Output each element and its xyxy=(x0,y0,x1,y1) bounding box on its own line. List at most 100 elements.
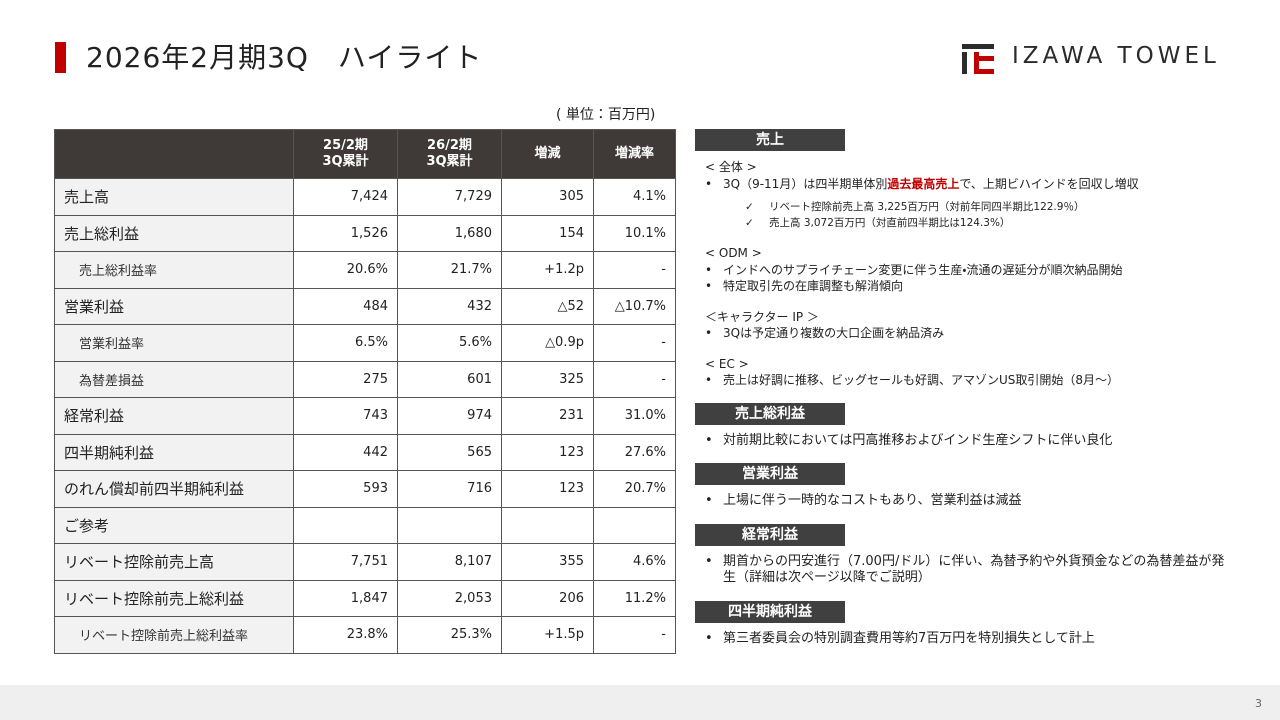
cell-value: 601 xyxy=(397,360,502,398)
results-table: 25/2期 3Q累計 26/2期 3Q累計 増減 増減率 売上高 7,424 7,729 305 4… xyxy=(54,129,676,654)
cell-value: 123 xyxy=(501,433,594,471)
row-label: 四半期純利益 xyxy=(54,433,294,471)
cell-value: 231 xyxy=(501,397,594,435)
cell-value xyxy=(501,506,594,544)
cell-value: 325 xyxy=(501,360,594,398)
check-item: 売上高 3,072百万円（対直前四半期比は124.3%） xyxy=(695,216,1235,232)
table-row: 売上高 7,424 7,729 305 4.1% xyxy=(54,178,676,216)
table-row: リベート控除前売上総利益 1,847 2,053 206 11.2% xyxy=(54,579,676,617)
table-row: ご参考 xyxy=(54,506,676,544)
highlights: 売上 < 全体 > 3Q（9-11月）は四半期単体別過去最高売上で、上期ビハインドを… xyxy=(695,129,1235,661)
cell-value: 442 xyxy=(293,433,398,471)
cell-value xyxy=(593,506,676,544)
page-number: 3 xyxy=(1255,697,1262,710)
row-label: リベート控除前売上高 xyxy=(54,543,294,581)
section-heading: 四半期純利益 xyxy=(695,600,845,623)
cell-value: 716 xyxy=(397,470,502,508)
title-accent xyxy=(55,42,66,73)
cell-value: 11.2% xyxy=(593,579,676,617)
cell-value: +1.5p xyxy=(501,616,594,654)
check-item: リベート控除前売上高 3,225百万円（対前年同四半期比122.9％） xyxy=(695,200,1235,216)
header-row: 25/2期 3Q累計 26/2期 3Q累計 増減 増減率 xyxy=(54,129,676,179)
cell-value: 275 xyxy=(293,360,398,398)
table-row: 売上総利益率 20.6% 21.7% +1.2p - xyxy=(54,251,676,289)
cell-value: 4.1% xyxy=(593,178,676,216)
row-label: 売上高 xyxy=(54,178,294,216)
cell-value: △0.9p xyxy=(501,324,594,362)
row-label: 経常利益 xyxy=(54,397,294,435)
group: < EC >売上は好調に推移、ビッグセールも好調、アマゾンUS取引開始（8月～） xyxy=(695,356,1235,389)
logo-text: IZAWA TOWEL xyxy=(1012,43,1220,69)
cell-value xyxy=(293,506,398,544)
bullet: 対前期比較においては円高推移およびインド生産シフトに伴い良化 xyxy=(695,433,1235,450)
cell-value: - xyxy=(593,251,676,289)
group: 対前期比較においては円高推移およびインド生産シフトに伴い良化 xyxy=(695,433,1235,450)
bullet: 上場に伴う一時的なコストもあり、営業利益は減益 xyxy=(695,493,1235,510)
row-label: のれん償却前四半期純利益 xyxy=(54,470,294,508)
group: 第三者委員会の特別調査費用等約7百万円を特別損失として計上 xyxy=(695,631,1235,648)
cell-value: 432 xyxy=(397,287,502,325)
table-row: 経常利益 743 974 231 31.0% xyxy=(54,397,676,435)
highlight-text: 過去最高売上 xyxy=(887,176,960,191)
cell-value: 7,424 xyxy=(293,178,398,216)
cell-value xyxy=(397,506,502,544)
unit-label: ( 単位：百万円) xyxy=(556,107,656,123)
section-heading: 売上 xyxy=(695,129,845,151)
bullet: 3Q（9-11月）は四半期単体別過去最高売上で、上期ビハインドを回収し増収 xyxy=(695,176,1235,193)
table-row: リベート控除前売上総利益率 23.8% 25.3% +1.5p - xyxy=(54,616,676,654)
group-label: < EC > xyxy=(705,356,749,371)
section-heading: 経常利益 xyxy=(695,523,845,546)
row-label: リベート控除前売上総利益 xyxy=(54,579,294,617)
cell-value: 355 xyxy=(501,543,594,581)
cell-value: 10.1% xyxy=(593,214,676,252)
row-label: リベート控除前売上総利益率 xyxy=(54,616,294,654)
footer xyxy=(0,685,1280,720)
cell-value: 1,526 xyxy=(293,214,398,252)
header-cell: 増減 xyxy=(501,129,594,179)
header-text: 3Q累計 xyxy=(322,154,369,169)
header-cell xyxy=(54,129,294,179)
header-cell: 26/2期 3Q累計 xyxy=(397,129,502,179)
cell-value: △52 xyxy=(501,287,594,325)
row-label: ご参考 xyxy=(54,506,294,544)
cell-value: 305 xyxy=(501,178,594,216)
cell-value: 743 xyxy=(293,397,398,435)
cell-value: 123 xyxy=(501,470,594,508)
bullet-text: 3Q（9-11月）は四半期単体別 xyxy=(723,176,888,191)
header-text: 26/2期 xyxy=(427,138,472,153)
checks: リベート控除前売上高 3,225百万円（対前年同四半期比122.9％）売上高 3… xyxy=(695,200,1235,231)
header-text: 25/2期 xyxy=(323,138,368,153)
cell-value: 21.7% xyxy=(397,251,502,289)
table-row: 営業利益 484 432 △52 △10.7% xyxy=(54,287,676,325)
bullet: 期首からの円安進行（7.00円/ドル）に伴い、為替予約や外貨預金などの為替差益が… xyxy=(695,554,1235,587)
header-text: 3Q累計 xyxy=(426,154,473,169)
table-row: 営業利益率 6.5% 5.6% △0.9p - xyxy=(54,324,676,362)
cell-value: 25.3% xyxy=(397,616,502,654)
group: 上場に伴う一時的なコストもあり、営業利益は減益 xyxy=(695,493,1235,510)
cell-value: 154 xyxy=(501,214,594,252)
group-label: < 全体 > xyxy=(705,160,757,174)
cell-value: 8,107 xyxy=(397,543,502,581)
section-heading: 営業利益 xyxy=(695,463,845,485)
group: < ODM > インドへのサプライチェーン変更に伴う生産・流通の遅延分が順次納品開… xyxy=(695,245,1235,295)
cell-value: 484 xyxy=(293,287,398,325)
cell-value: 23.8% xyxy=(293,616,398,654)
row-label: 営業利益 xyxy=(54,287,294,325)
bullet: 特定取引先の在庫調整も解消傾向 xyxy=(695,278,1235,295)
table-row: 為替差損益 275 601 325- xyxy=(54,360,676,398)
bullet: 第三者委員会の特別調査費用等約7百万円を特別損失として計上 xyxy=(695,631,1235,648)
cell-value: 1,847 xyxy=(293,579,398,617)
group-label: < ODM > xyxy=(705,246,762,260)
bullet: 3Qは予定通り複数の大口企画を納品済み xyxy=(695,325,1235,342)
cell-value: 7,751 xyxy=(293,543,398,581)
bullet-text: で、上期ビハインドを回収し増収 xyxy=(959,176,1139,191)
cell-value: 4.6% xyxy=(593,543,676,581)
cell-value: - xyxy=(593,324,676,362)
cell-value: 27.6% xyxy=(593,433,676,471)
table-row: 売上総利益 1,526 1,680 154 10.1% xyxy=(54,214,676,252)
cell-value: 1,680 xyxy=(397,214,502,252)
table-row: のれん償却前四半期純利益 593 716 123 20.7% xyxy=(54,470,676,508)
row-label: 為替差損益 xyxy=(54,360,294,398)
cell-value: 2,053 xyxy=(397,579,502,617)
cell-value: - xyxy=(593,616,676,654)
